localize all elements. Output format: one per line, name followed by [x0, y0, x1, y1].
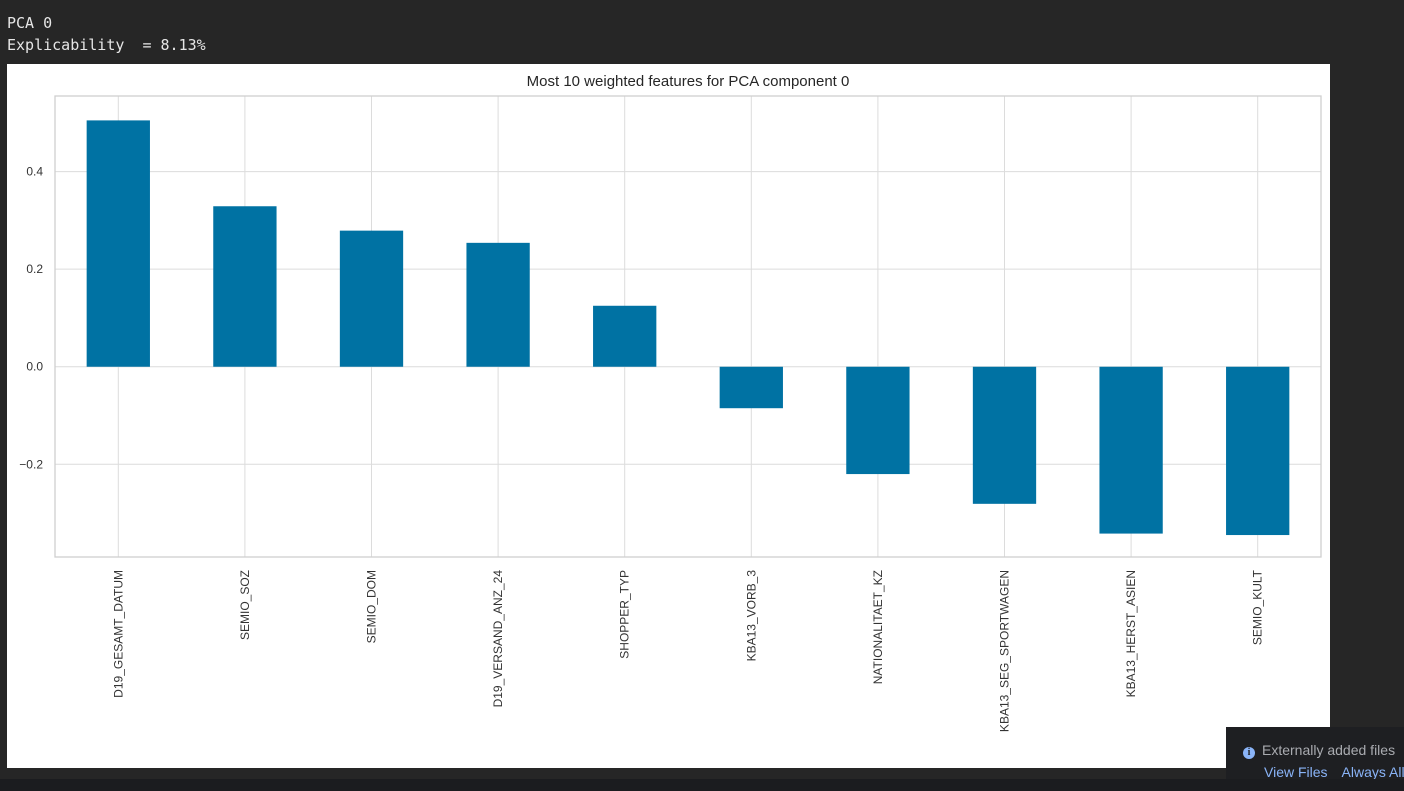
- bar: [339, 230, 404, 367]
- bar-chart: Most 10 weighted features for PCA compon…: [19, 73, 1322, 732]
- y-tick-label: −0.2: [19, 457, 43, 471]
- plot-frame: [54, 95, 1322, 558]
- x-tick-label: D19_GESAMT_DATUM: [111, 570, 125, 698]
- bar: [972, 366, 1037, 504]
- notification-toast: i Externally added files View Files Always…: [1226, 727, 1404, 779]
- bar: [86, 120, 150, 367]
- y-tick-label: 0.4: [26, 165, 43, 179]
- chart-title: Most 10 weighted features for PCA compon…: [527, 73, 850, 90]
- x-tick-label: KBA13_VORB_3: [744, 570, 758, 662]
- bar: [213, 206, 277, 367]
- bar: [719, 366, 783, 409]
- x-tick-label: NATIONALITAET_KZ: [871, 570, 885, 684]
- x-tick-label: SEMIO_SOZ: [238, 570, 252, 640]
- y-tick-label: 0.2: [26, 262, 43, 276]
- bar: [1226, 366, 1290, 536]
- x-tick-label: SEMIO_DOM: [365, 570, 379, 643]
- always-allow-link[interactable]: Always Allow: [1341, 764, 1404, 779]
- output-line-pca: PCA 0: [7, 14, 53, 32]
- bar: [593, 305, 657, 367]
- bar: [846, 366, 910, 475]
- x-tick-label: KBA13_HERST_ASIEN: [1124, 570, 1138, 697]
- x-tick-label: D19_VERSAND_ANZ_24: [491, 570, 505, 708]
- cell-output-text: PCA 0 Explicability = 8.13%: [7, 12, 206, 56]
- output-line-explicability: Explicability = 8.13%: [7, 36, 206, 54]
- chart-panel: Most 10 weighted features for PCA compon…: [7, 64, 1330, 768]
- bar: [1099, 366, 1163, 534]
- x-tick-label: SHOPPER_TYP: [618, 570, 632, 659]
- bars: [86, 120, 1290, 536]
- info-icon: i: [1243, 747, 1255, 759]
- view-files-link[interactable]: View Files: [1264, 764, 1328, 779]
- x-tick-label: KBA13_SEG_SPORTWAGEN: [998, 570, 1012, 732]
- bar: [466, 242, 530, 367]
- status-bar: [0, 779, 1404, 791]
- notification-message: Externally added files: [1262, 742, 1396, 758]
- y-tick-label: 0.0: [26, 360, 43, 374]
- x-tick-label: SEMIO_KULT: [1251, 569, 1265, 645]
